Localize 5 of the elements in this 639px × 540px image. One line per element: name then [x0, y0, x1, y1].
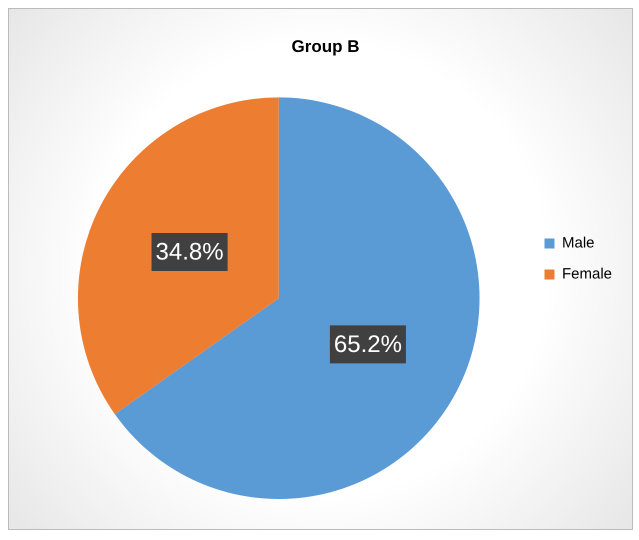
data-label: 65.2%: [334, 330, 402, 358]
chart-title: Group B: [292, 36, 360, 56]
legend-label: Male: [562, 234, 594, 252]
data-label: 34.8%: [156, 238, 224, 266]
legend-label: Female: [562, 266, 612, 283]
